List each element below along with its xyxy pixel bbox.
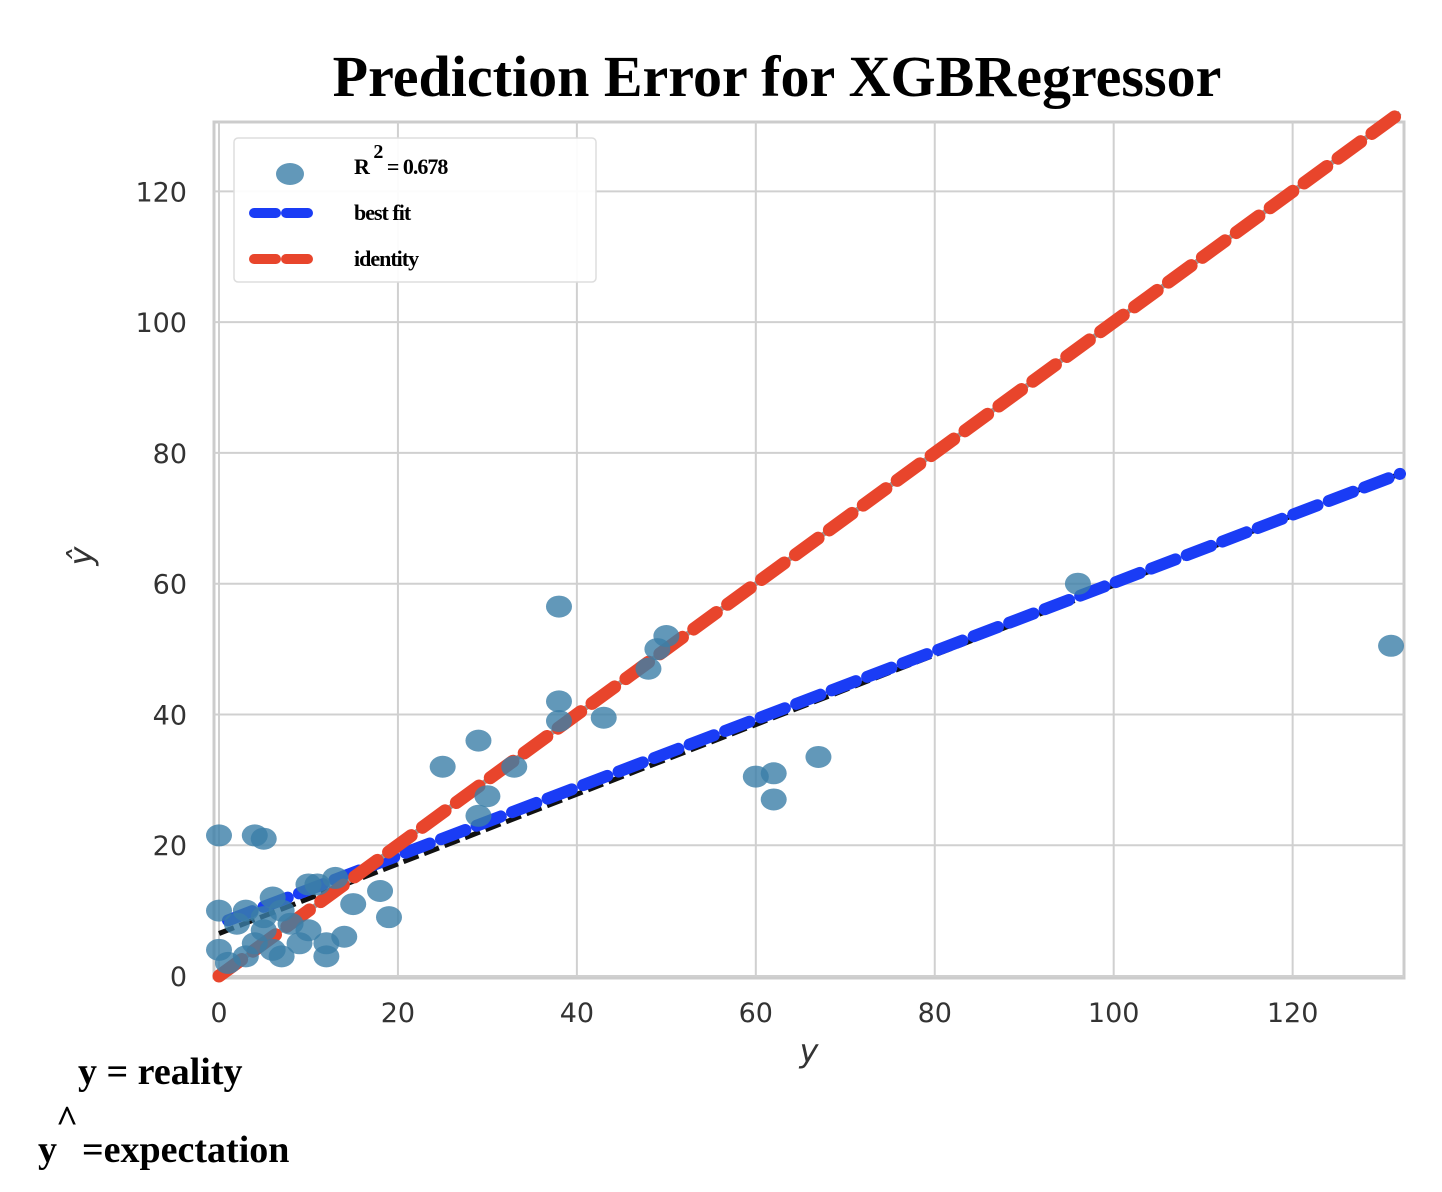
data-point [322, 866, 349, 889]
note-y-symbol: y [38, 1129, 57, 1171]
data-point [331, 925, 358, 948]
x-tick-label: 40 [560, 998, 594, 1029]
data-point [760, 762, 787, 785]
x-axis-label: y [799, 1032, 820, 1070]
data-point [545, 595, 572, 618]
y-tick-labels: 0 20 40 60 80 100 120 [135, 177, 187, 993]
data-point [805, 745, 832, 768]
data-point [653, 625, 680, 647]
y-tick-label: 60 [153, 570, 187, 601]
data-point [474, 785, 501, 808]
x-tick-label: 60 [739, 998, 773, 1029]
scatter-points [206, 572, 1405, 974]
data-point [367, 880, 394, 902]
data-point [206, 824, 232, 847]
legend-r2-label: R 2 = 0.678 [354, 138, 448, 179]
x-tick-label: 20 [381, 998, 415, 1029]
identity-line [212, 106, 1407, 983]
data-point [295, 919, 322, 942]
chart-title: Prediction Error for XGBRegressor [333, 44, 1222, 109]
data-point [501, 755, 528, 778]
legend-identity-label: identity [354, 246, 419, 271]
legend-best-fit-label: best fit [354, 200, 412, 225]
x-tick-label: 100 [1088, 998, 1140, 1029]
data-point [1378, 634, 1405, 657]
x-tick-labels: 0 20 40 60 80 100 120 [210, 998, 1318, 1029]
legend-box [233, 137, 597, 283]
data-point [635, 657, 662, 680]
data-point [590, 706, 617, 729]
data-point [313, 945, 340, 968]
data-point [545, 690, 572, 713]
data-point [465, 804, 492, 827]
x-tick-label: 120 [1267, 998, 1319, 1029]
data-point [429, 755, 456, 778]
y-tick-label: 0 [170, 962, 187, 993]
y-tick-label: 120 [135, 177, 187, 208]
data-point [375, 906, 402, 929]
y-tick-label: 20 [153, 831, 187, 862]
data-point [545, 710, 572, 732]
fit-lines [212, 106, 1407, 983]
data-point [465, 729, 492, 752]
y-tick-label: 80 [153, 439, 187, 470]
x-tick-label: 80 [918, 998, 952, 1029]
note-y-reality: y = reality [78, 1051, 242, 1093]
note-expectation: =expectation [82, 1129, 289, 1171]
y-axis-label: ŷ [62, 545, 100, 566]
data-point [268, 945, 295, 968]
best-fit-line [221, 467, 1406, 927]
data-point [206, 899, 232, 922]
y-tick-label: 40 [153, 700, 187, 731]
y-tick-label: 100 [135, 308, 187, 339]
legend: R 2 = 0.678 best fit identity [233, 137, 597, 283]
note-hat-symbol: ^ [56, 1099, 78, 1141]
legend-point-marker [276, 163, 304, 185]
x-tick-label: 0 [210, 998, 227, 1029]
data-point [1064, 572, 1091, 595]
data-point [340, 893, 367, 916]
data-point [250, 827, 277, 850]
data-point [760, 788, 787, 811]
